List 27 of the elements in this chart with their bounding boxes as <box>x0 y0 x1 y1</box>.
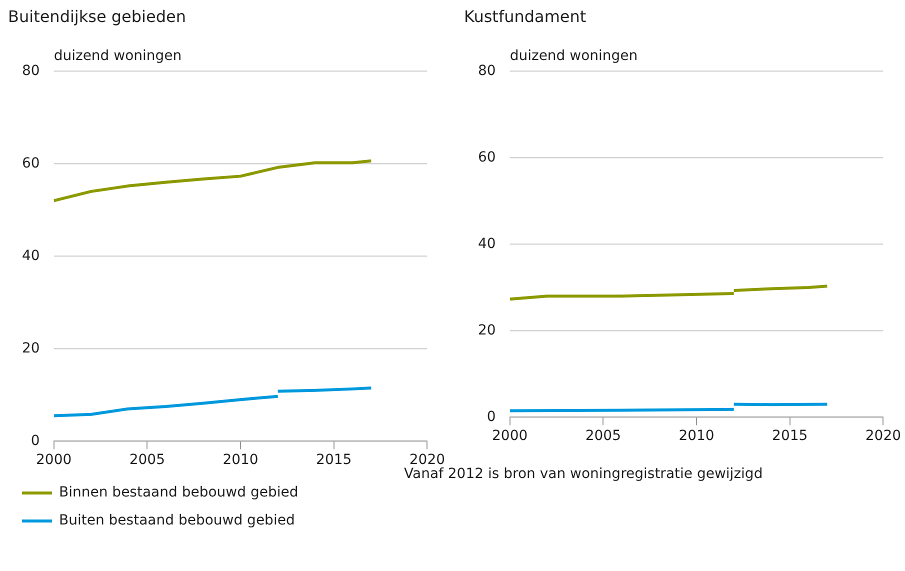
legend-label: Binnen bestaand bebouwd gebied <box>59 484 298 501</box>
x-tick-label: 2005 <box>585 428 621 444</box>
y-tick-label: 20 <box>22 340 40 356</box>
text: Vanaf 2012 is bron van woningregistratie gewijzigd <box>404 466 763 482</box>
y-tick-label: 0 <box>30 432 40 449</box>
chart-title: Buitendijkse gebieden <box>8 6 186 26</box>
x-tick-label: 2015 <box>772 428 808 444</box>
legend-label: Buiten bestaand bebouwd gebied <box>59 512 295 529</box>
y-axis-title: duizend woningen <box>510 48 638 64</box>
x-tick-label: 2020 <box>409 452 446 468</box>
y-tick-label: 40 <box>22 248 40 264</box>
y-axis-title: duizend woningen <box>54 48 182 64</box>
y-tick-label: 60 <box>478 149 496 166</box>
x-tick-label: 2010 <box>222 452 258 468</box>
x-tick-label: 2000 <box>36 452 72 468</box>
x-tick-label: 2005 <box>129 452 165 468</box>
x-tick-label: 2015 <box>316 452 352 468</box>
y-tick-label: 80 <box>22 62 40 79</box>
y-tick-label: 0 <box>486 408 496 425</box>
x-tick-label: 2020 <box>865 428 902 444</box>
x-tick-label: 2000 <box>492 428 528 444</box>
x-tick-label: 2010 <box>678 428 714 444</box>
y-tick-label: 40 <box>478 236 496 252</box>
y-tick-label: 60 <box>22 155 40 172</box>
y-tick-label: 20 <box>478 322 496 338</box>
y-tick-label: 80 <box>478 62 496 79</box>
chart-title: Kustfundament <box>464 6 586 26</box>
